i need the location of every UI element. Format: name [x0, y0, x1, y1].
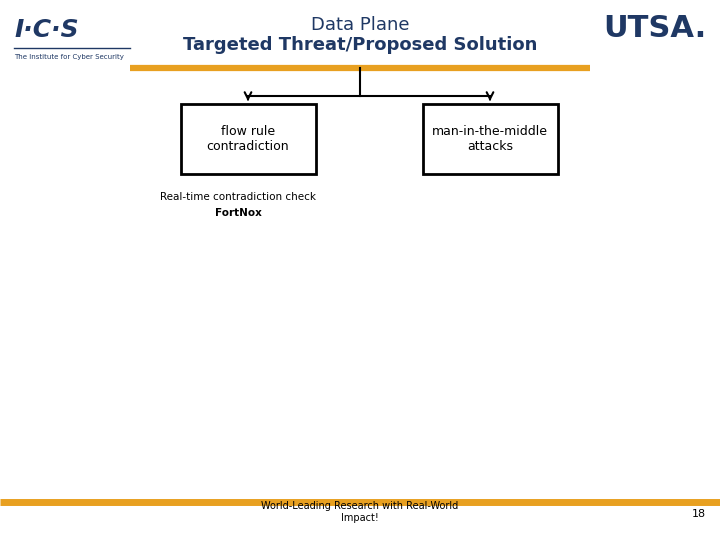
Text: The Institute for Cyber Security: The Institute for Cyber Security	[14, 54, 124, 60]
Bar	[181, 104, 315, 174]
Text: man-in-the-middle
attacks: man-in-the-middle attacks	[432, 125, 548, 153]
Text: I·C·S: I·C·S	[14, 18, 78, 42]
Text: Targeted Threat/Proposed Solution: Targeted Threat/Proposed Solution	[183, 36, 537, 54]
Text: UTSA.: UTSA.	[603, 14, 706, 43]
Bar	[423, 104, 557, 174]
Text: flow rule
contradiction: flow rule contradiction	[207, 125, 289, 153]
Text: Real-time contradiction check: Real-time contradiction check	[160, 192, 316, 202]
Text: Data Plane: Data Plane	[311, 16, 409, 34]
Text: 18: 18	[692, 509, 706, 519]
Text: World-Leading Research with Real-World
Impact!: World-Leading Research with Real-World I…	[261, 501, 459, 523]
Text: FortNox: FortNox	[215, 208, 261, 218]
